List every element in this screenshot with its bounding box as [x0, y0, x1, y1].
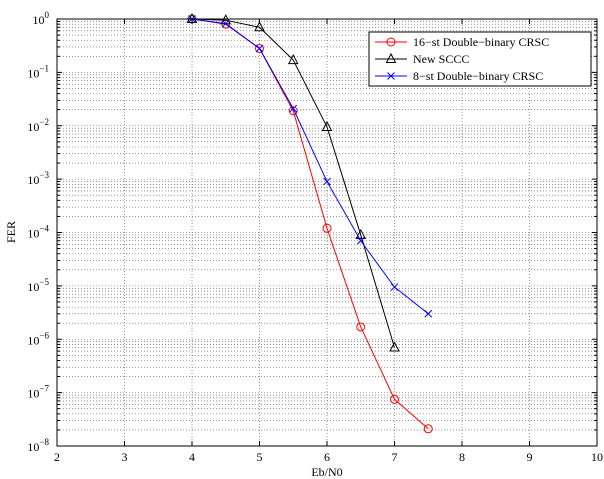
- data-point: [323, 177, 331, 186]
- x-tick-label: 9: [527, 450, 533, 464]
- x-tick-label: 6: [324, 450, 330, 464]
- x-tick-label: 10: [591, 450, 603, 464]
- data-point: [356, 236, 365, 245]
- legend-entry: 8−st Double−binary CRSC: [413, 69, 543, 83]
- data-point: [221, 19, 230, 28]
- x-axis-label: Eb/N0: [311, 465, 342, 479]
- x-tick-label: 4: [189, 450, 195, 464]
- legend-marker: [385, 52, 397, 63]
- data-point: [254, 21, 265, 32]
- x-tick-label: 5: [257, 450, 263, 464]
- x-tick-label: 8: [459, 450, 465, 464]
- data-point: [390, 394, 399, 404]
- data-point: [322, 223, 332, 233]
- legend-marker: [387, 72, 395, 80]
- y-tick-label: 10−3: [27, 170, 49, 187]
- series-line-2: [191, 18, 429, 315]
- y-tick-label: 100: [33, 10, 50, 27]
- y-tick-label: 10−7: [27, 384, 49, 401]
- legend-entry: 16−st Double−binary CRSC: [413, 35, 549, 49]
- y-tick-label: 10−5: [27, 277, 49, 294]
- x-tick-label: 3: [122, 450, 128, 464]
- y-tick-label: 10−8: [27, 437, 49, 454]
- data-point: [423, 424, 433, 434]
- data-point: [355, 228, 367, 239]
- data-point: [389, 341, 400, 352]
- data-point: [390, 283, 399, 291]
- legend-entry: New SCCC: [413, 52, 469, 66]
- data-point: [356, 322, 366, 332]
- data-point: [287, 54, 299, 65]
- legend-marker: [386, 37, 396, 47]
- y-tick-label: 10−4: [27, 224, 49, 241]
- x-tick-label: 7: [392, 450, 398, 464]
- data-point: [289, 104, 298, 113]
- ticks: 2 3 4 5 6 7 8 9 10 100 10−1 10−2 10−3 10−4 10−5 10−6 10−…: [27, 10, 603, 464]
- y-tick-label: 10−6: [27, 330, 49, 347]
- series-line-1: [191, 18, 395, 348]
- data-point: [424, 309, 433, 318]
- data-point: [255, 44, 264, 54]
- legend: 16−st Double−binary CRSC New SCCC 8−st Dou…: [368, 31, 592, 87]
- data-point: [255, 44, 264, 53]
- grid: [57, 19, 597, 446]
- data-point: [288, 106, 298, 116]
- y-tick-label: 10−2: [27, 117, 49, 134]
- x-tick-label: 2: [54, 450, 60, 464]
- y-tick-label: 10−1: [27, 63, 49, 80]
- y-axis-label: FER: [4, 221, 18, 243]
- series-group: [186, 12, 433, 434]
- data-point: [321, 120, 333, 131]
